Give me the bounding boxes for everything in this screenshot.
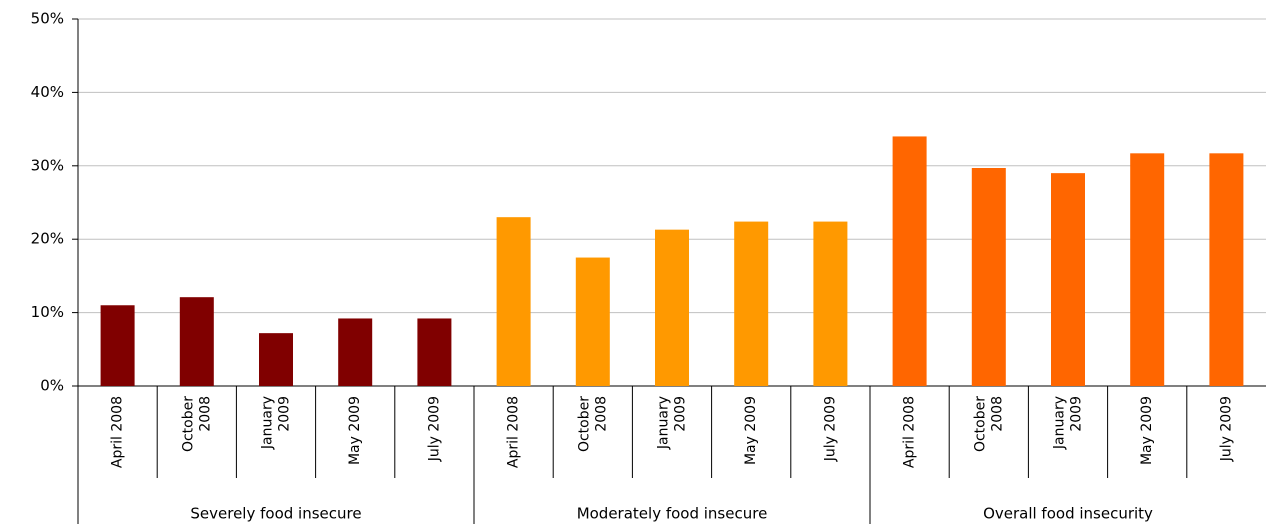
x-tick-label: October2008 [972, 396, 1005, 452]
group-label: Severely food insecure [190, 505, 361, 523]
group-label: Moderately food insecure [577, 505, 768, 523]
x-tick-label: January2009 [260, 396, 293, 450]
x-tick-label: May 2009 [743, 396, 759, 465]
y-tick-label: 10% [31, 303, 64, 321]
x-tick-label: July 2009 [1218, 396, 1234, 462]
bar [179, 297, 214, 386]
y-tick-label: 40% [31, 83, 64, 101]
bar [100, 305, 135, 386]
bar [1051, 173, 1085, 386]
y-tick-label: 30% [31, 156, 64, 174]
x-tick-label: May 2009 [347, 396, 363, 465]
bar [734, 221, 769, 386]
bar [1209, 153, 1244, 386]
x-tick-label: May 2009 [1139, 396, 1155, 465]
bar [338, 318, 373, 386]
bar [892, 136, 927, 386]
bar [655, 229, 689, 386]
bar [575, 257, 610, 386]
x-tick-label: October2008 [576, 396, 609, 452]
x-tick-label: January2009 [656, 396, 689, 450]
y-tick-label: 20% [31, 230, 64, 248]
x-tick-label: April 2008 [110, 396, 126, 468]
x-tick-label: April 2008 [506, 396, 522, 468]
bar [496, 217, 531, 386]
bar [813, 221, 848, 386]
bar [1130, 153, 1165, 386]
x-tick-label: April 2008 [902, 396, 918, 468]
x-tick-label: October2008 [180, 396, 213, 452]
bar [971, 168, 1006, 386]
bar [417, 318, 452, 386]
x-tick-label: July 2009 [822, 396, 838, 462]
group-label: Overall food insecurity [983, 505, 1153, 523]
y-tick-label: 0% [40, 377, 64, 395]
y-tick-label: 50% [31, 10, 64, 28]
x-tick-label: January2009 [1052, 396, 1085, 450]
x-tick-label: July 2009 [426, 396, 442, 462]
bar [259, 333, 293, 386]
